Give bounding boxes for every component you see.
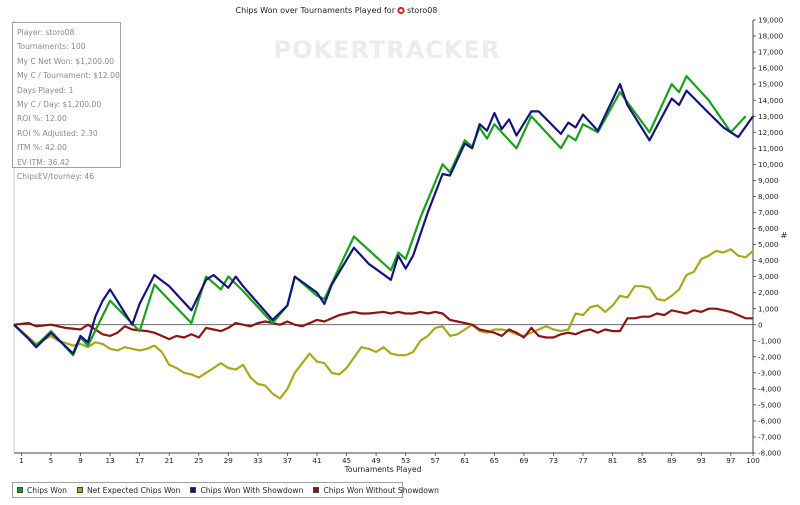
x-tick-label: 89: [667, 456, 677, 465]
y-tick-label: 19,000: [758, 16, 784, 25]
stat-line: Player: storo08: [17, 28, 75, 37]
series-line-chips-won-without-showdown: [13, 307, 753, 341]
x-axis-label: Tournaments Played: [344, 465, 422, 474]
legend-label: Chips Won With Showdown: [200, 485, 304, 495]
legend-item: Chips Won Without Showdown: [313, 485, 439, 495]
x-tick-label: 29: [224, 456, 234, 465]
y-tick-label: 7,000: [758, 208, 779, 217]
x-tick-label: 33: [253, 456, 262, 465]
y-axis-label: #: [781, 231, 788, 240]
x-tick-label: 25: [194, 456, 203, 465]
x-tick-label: 69: [519, 456, 529, 465]
x-tick-label: 57: [431, 456, 440, 465]
y-tick-label: 13,000: [758, 112, 784, 121]
stat-line: My C / Tournament: $12.00: [17, 71, 120, 81]
pokertracker-watermark: POKERTRACKER: [274, 36, 501, 64]
y-ticks: 19,000 18,000 17,000 16,000 15,000 14,000 13,0…: [753, 16, 784, 458]
x-tick-label: 45: [342, 456, 351, 465]
x-tick-label: 93: [697, 456, 706, 465]
x-tick-label: 97: [726, 456, 735, 465]
y-tick-label: -2,000: [758, 352, 782, 361]
legend-swatch: [17, 487, 23, 493]
stat-line: EV ITM: 36.42: [17, 157, 70, 167]
series-line-net-expected-chips-won: [13, 248, 754, 400]
x-tick-label: 81: [608, 456, 617, 465]
y-tick-label: 15,000: [758, 80, 784, 89]
y-tick-label: 10,000: [758, 160, 784, 169]
y-tick-label: 16,000: [758, 64, 784, 73]
x-tick-label: 73: [549, 456, 558, 465]
x-tick-label: 49: [372, 456, 382, 465]
legend-swatch: [313, 487, 320, 493]
y-tick-label: 0: [758, 320, 763, 329]
y-tick-label: -4,000: [758, 384, 782, 393]
x-tick-label: 65: [490, 456, 499, 465]
y-tick-label: 12,000: [758, 128, 784, 137]
y-tick-label: -5,000: [758, 400, 782, 409]
y-tick-label: 4,000: [758, 256, 779, 265]
y-tick-label: 14,000: [758, 96, 784, 105]
stat-line: Tournaments: 100: [17, 42, 86, 52]
legend-label: Chips Won Without Showdown: [323, 485, 439, 495]
x-tick-label: 100: [746, 456, 760, 465]
y-tick-label: -1,000: [758, 336, 782, 345]
y-tick-label: 5,000: [758, 240, 779, 249]
y-tick-label: 18,000: [758, 32, 784, 41]
stat-line: My C / Day: $1,200.00: [17, 100, 102, 110]
y-tick-label: 9,000: [758, 176, 779, 185]
y-tick-label: 2,000: [758, 288, 779, 297]
chart-title-player: storo08: [407, 6, 437, 15]
x-tick-label: 5: [49, 456, 54, 465]
x-tick-label: 9: [78, 456, 83, 465]
x-tick-label: 77: [578, 456, 587, 465]
y-tick-label: -3,000: [758, 368, 782, 377]
series-line-chips-won: [13, 74, 747, 357]
series-line-chips-won-with-showdown: [13, 82, 754, 355]
x-tick-label: 13: [105, 456, 114, 465]
stat-line: ROI % Adjusted: 2.30: [17, 128, 98, 138]
x-tick-label: 21: [165, 456, 174, 465]
stats-box: Player: storo08 Tournaments: 100 My C Net …: [12, 22, 121, 181]
x-tick-label: 37: [283, 456, 292, 465]
stat-line: Days Played: 1: [17, 85, 74, 95]
y-tick-label: 3,000: [758, 272, 779, 281]
legend-item: Net Expected Chips Won: [76, 485, 181, 495]
y-tick-label: 8,000: [758, 192, 779, 201]
chart-title: Chips Won over Tournaments Played for: [236, 6, 396, 15]
stat-line: ITM %: 42.00: [17, 143, 67, 153]
y-tick-label: 11,000: [758, 144, 784, 153]
y-tick-label: -6,000: [758, 417, 782, 426]
legend-item: Chips Won: [17, 486, 67, 495]
x-tick-label: 61: [460, 456, 469, 465]
y-tick-label: 17,000: [758, 48, 784, 57]
legend-label: Net Expected Chips Won: [86, 485, 181, 495]
legend-label: Chips Won: [27, 485, 67, 495]
legend-swatch: [76, 487, 83, 493]
y-tick-label: 6,000: [758, 224, 779, 233]
x-tick-label: 1: [19, 456, 24, 465]
poker-chip-icon: [397, 6, 405, 15]
legend-item: Chips Won With Showdown: [190, 486, 303, 495]
series-lines: [13, 74, 754, 400]
legend: Chips Won Net Expected Chips Won Chips Won…: [12, 482, 439, 498]
stat-line: My C Net Won: $1,200.00: [17, 56, 115, 66]
x-tick-label: 17: [135, 456, 144, 465]
x-tick-label: 53: [401, 456, 410, 465]
y-tick-label: -8,000: [758, 449, 782, 458]
x-tick-label: 85: [638, 456, 647, 465]
x-ticks: 1 5 9 13 17 21 25 29 33 37 41 45 49 53 57 61 65 69 73 77 81 8…: [19, 453, 760, 465]
stat-line: ChipsEV/tourney: 46: [17, 172, 95, 182]
y-tick-label: 1,000: [758, 304, 779, 313]
stat-line: ROI %: 12.00: [17, 114, 67, 124]
x-tick-label: 41: [312, 456, 321, 465]
y-tick-label: -7,000: [758, 433, 782, 442]
legend-swatch: [190, 487, 197, 493]
